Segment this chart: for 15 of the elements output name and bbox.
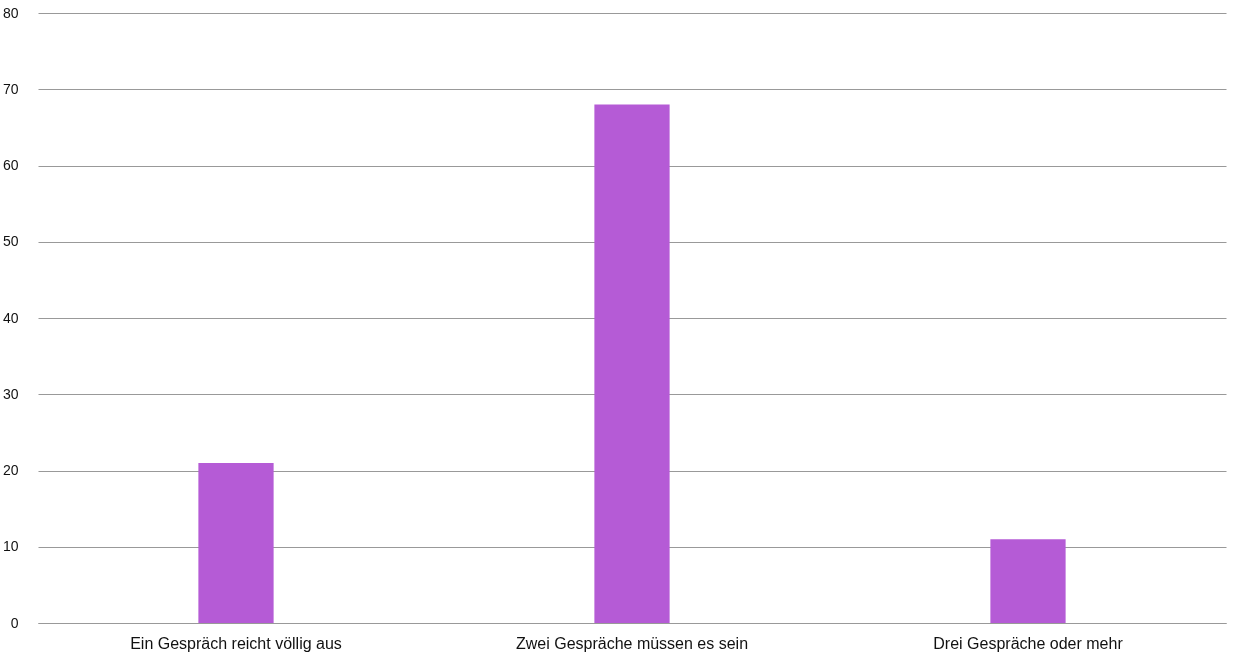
x-tick-label: Zwei Gespräche müssen es sein xyxy=(515,634,749,652)
bar xyxy=(594,104,670,623)
y-tick-label: 70 xyxy=(2,80,19,97)
y-tick-label: 20 xyxy=(2,462,19,478)
y-tick-label: 60 xyxy=(2,157,19,173)
bar xyxy=(990,539,1066,623)
y-tick-label: 40 xyxy=(2,309,19,326)
y-tick-label: 30 xyxy=(2,385,19,402)
x-tick-label: Drei Gespräche oder mehr xyxy=(933,634,1124,652)
y-tick-label: 50 xyxy=(2,233,19,250)
y-tick-label: 80 xyxy=(2,4,19,21)
x-tick-label: Ein Gespräch reicht völlig aus xyxy=(130,634,342,652)
y-tick-label: 10 xyxy=(2,538,19,555)
y-tick-label: 0 xyxy=(10,614,19,631)
bar xyxy=(198,462,274,623)
